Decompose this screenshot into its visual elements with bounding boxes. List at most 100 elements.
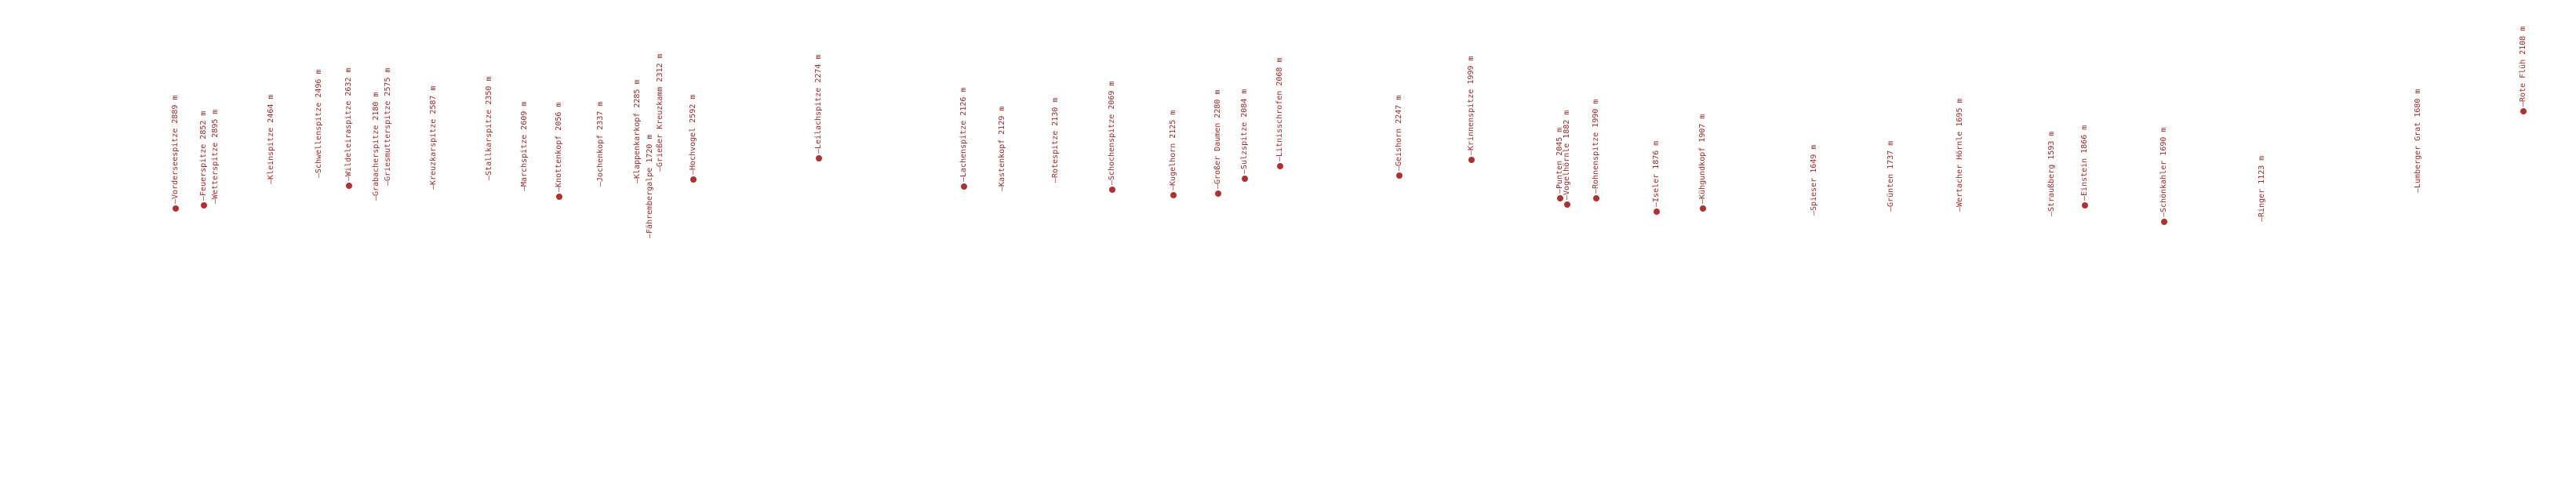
peak-label: Rotespitze 2130 m [1051, 97, 1060, 183]
peak-dot [1557, 195, 1563, 201]
peak-elevation: 1737 m [1887, 140, 1895, 169]
peak-elevation: 2592 m [689, 94, 697, 123]
peak-elevation: 2126 m [959, 87, 968, 116]
peak-elevation: 1720 m [646, 134, 654, 163]
peak-label: Wertacher Hörnle 1695 m [1956, 98, 1964, 212]
peak-name: Wetterspitze [211, 142, 220, 199]
peak-name: Leilachspitze [814, 87, 823, 149]
peak-label: Kugelhorn 2125 m [1169, 110, 1177, 190]
peak-name: Iseler [1652, 173, 1661, 202]
peak-elevation: 2337 m [596, 101, 605, 130]
peak-elevation: 1990 m [1592, 99, 1600, 128]
peak-dot [961, 183, 967, 190]
peak-name: Ringer [2258, 188, 2266, 217]
peak-name: Kreuzkarspitze [429, 118, 438, 185]
peak-name: Klappenkarkopf [633, 112, 642, 179]
peak-name: Krinnenspitze [1467, 89, 1475, 151]
peak-elevation: 2056 m [555, 102, 563, 131]
peak-name: Griesmutterspitze [384, 100, 392, 181]
peak-label: Grießer Kreuzkamm 2312 m [656, 53, 664, 172]
peak-elevation: 2464 m [267, 94, 275, 123]
peak-elevation: 2084 m [1240, 89, 1249, 118]
peak-elevation: 2129 m [998, 106, 1006, 135]
peak-name: Kühgundkopf [1698, 147, 1707, 199]
peak-elevation: 2125 m [1169, 110, 1177, 139]
peak-dot [1109, 187, 1115, 193]
peak-name: Straußberg [2047, 164, 2056, 212]
peak-elevation: 1695 m [1956, 98, 1964, 127]
peak-dot [816, 155, 822, 161]
peak-label: Wildeleiraspitze 2632 m [344, 67, 353, 181]
peak-name: Fährembergalpe [646, 167, 654, 234]
peak-label: Kleinspitze 2464 m [267, 95, 275, 184]
peak-dot [1654, 209, 1660, 215]
peak-name: Lumberger Grat [2414, 121, 2422, 188]
peak-dot [1468, 157, 1475, 163]
peak-dot [1277, 163, 1283, 169]
peak-label: Klappenkarkopf 2285 m [633, 79, 642, 183]
peak-elevation: 2130 m [1051, 97, 1060, 126]
peak-label: Schochenspitze 2069 m [1108, 82, 1116, 185]
peak-label: Hochvogel 2592 m [689, 95, 697, 175]
peak-name: Grünten [1887, 173, 1895, 207]
peak-label: Marchspitze 2609 m [520, 101, 529, 191]
peak-dot [346, 183, 352, 189]
peak-label: Einstein 1866 m [2080, 125, 2089, 201]
peak-name: Schwellenspitze [315, 102, 323, 173]
peak-name: Marchspitze [520, 134, 529, 187]
peak-dot [1396, 172, 1403, 179]
peak-name: Stallkarspitze [485, 109, 493, 176]
peak-dot [2161, 219, 2167, 225]
peak-label: Griesmutterspitze 2575 m [384, 67, 392, 186]
peak-label: Rohnenspitze 1990 m [1592, 100, 1600, 194]
peak-name: Wildeleiraspitze [344, 100, 353, 176]
peak-dot [173, 205, 179, 212]
peak-name: Großer Daumen [1213, 122, 1222, 184]
peak-label: Litnisschrofen 2068 m [1275, 58, 1284, 161]
peak-elevation: 1690 m [2159, 127, 2168, 156]
peak-label: Grünten 1737 m [1887, 141, 1895, 212]
peak-name: Lachenspitze [959, 120, 968, 177]
peak-name: Rotespitze [1051, 130, 1060, 178]
peak-name: Schochenspitze [1108, 114, 1116, 180]
peak-label: Vorderseespitze 2889 m [171, 96, 180, 205]
peak-label: Kühgundkopf 1907 m [1698, 114, 1707, 204]
peak-label: Grabacherspitze 2180 m [372, 92, 380, 201]
peak-name: Spieser [1810, 177, 1818, 211]
peak-label: Sulzspitze 2084 m [1240, 89, 1249, 174]
peak-elevation: 2180 m [372, 92, 380, 121]
peak-name: Geishorn [1395, 128, 1403, 166]
peak-elevation: 2312 m [656, 53, 664, 82]
peak-name: Kastenkopf [998, 139, 1006, 187]
peak-dot [1700, 205, 1706, 212]
peak-label: Jochenkopf 2337 m [596, 101, 605, 187]
peak-name: Vorderseespitze [171, 128, 180, 199]
peak-name: Sulzspitze [1240, 121, 1249, 169]
peak-label: Iseler 1876 m [1652, 141, 1661, 207]
peak-dot [201, 202, 207, 209]
peak-elevation: 2285 m [633, 79, 642, 108]
peak-label: Kastenkopf 2129 m [998, 106, 1006, 191]
peak-name: Grießer Kreuzkamm [656, 86, 664, 167]
peak-elevation: 2852 m [199, 111, 208, 140]
peak-elevation: 1907 m [1698, 114, 1707, 143]
peak-dot [1593, 195, 1599, 201]
peak-label: Wetterspitze 2895 m [211, 110, 220, 204]
peak-label: Ringer 1123 m [2258, 156, 2266, 222]
peak-elevation: 2609 m [520, 101, 529, 130]
peak-elevation: 1882 m [1563, 110, 1571, 139]
peak-name: Litnisschrofen [1275, 90, 1284, 157]
peak-label: Großer Daumen 2280 m [1213, 89, 1222, 189]
peak-name: Wertacher Hörnle [1956, 131, 1964, 207]
peak-name: Rohnenspitze [1592, 132, 1600, 189]
peak-name: Kugelhorn [1169, 143, 1177, 186]
peak-elevation: 2108 m [2519, 26, 2527, 55]
peak-name: Vogelhörnle [1563, 143, 1571, 195]
peak-elevation: 2575 m [384, 67, 392, 96]
peak-elevation: 1999 m [1467, 56, 1475, 85]
peak-elevation: 2280 m [1213, 89, 1222, 118]
peak-dot [556, 194, 562, 200]
peak-name: Rote Flüh [2519, 59, 2527, 102]
peak-dot [1564, 201, 1570, 208]
peak-label: Leilachspitze 2274 m [814, 55, 823, 154]
